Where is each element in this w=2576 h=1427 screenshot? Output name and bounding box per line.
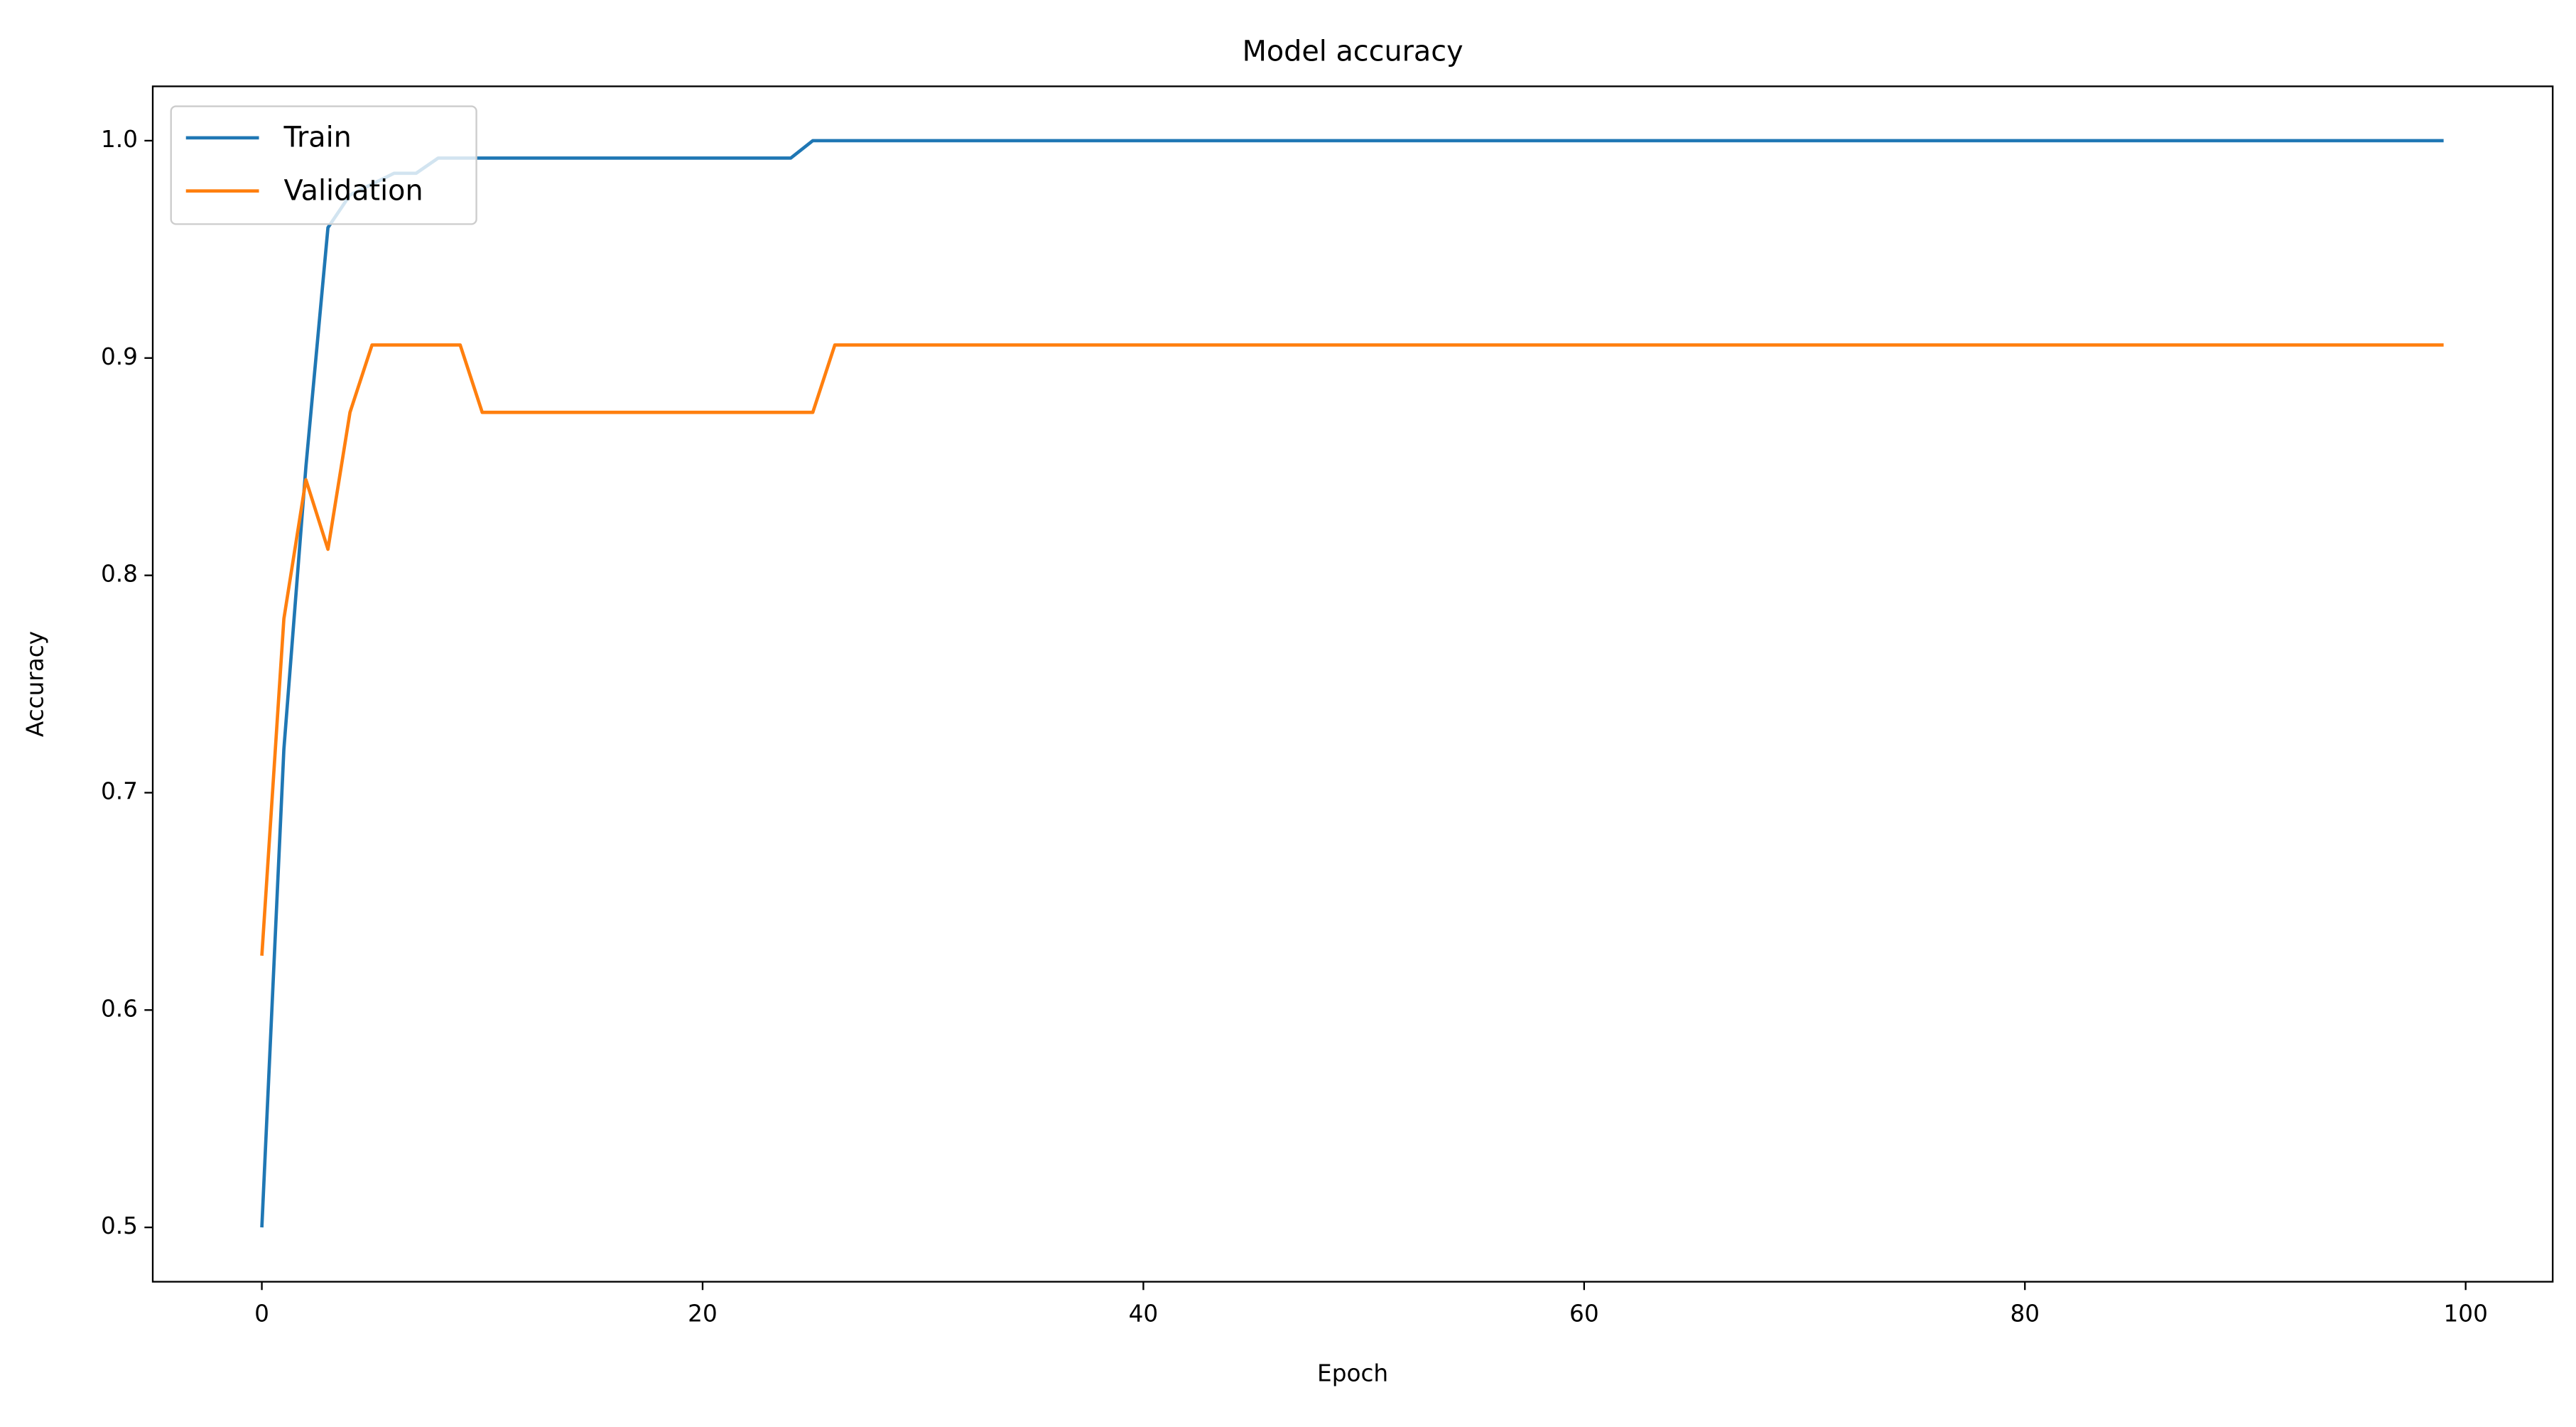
- chart-title: Model accuracy: [1243, 35, 1463, 68]
- y-tick-label: 0.9: [101, 343, 138, 370]
- y-tick-label: 1.0: [101, 126, 138, 153]
- line: [260, 139, 2444, 1228]
- x-axis-label: Epoch: [1317, 1359, 1388, 1386]
- legend-label: Validation: [284, 175, 423, 208]
- x-tick-label: 80: [2010, 1300, 2040, 1327]
- legend-box: [170, 105, 477, 225]
- y-axis-label: Accuracy: [21, 631, 48, 737]
- y-tick-label: 0.6: [101, 995, 138, 1022]
- x-tick-label: 100: [2443, 1300, 2487, 1327]
- x-tick-label: 20: [688, 1300, 718, 1327]
- y-tick-label: 0.7: [101, 777, 138, 804]
- line: [260, 343, 2444, 956]
- y-tick-label: 0.8: [101, 561, 138, 588]
- legend-label: Train: [283, 122, 352, 154]
- x-tick-label: 60: [1569, 1300, 1599, 1327]
- y-tick-label: 0.5: [101, 1212, 138, 1239]
- x-tick-label: 40: [1129, 1300, 1159, 1327]
- x-tick-label: 0: [254, 1300, 269, 1327]
- axes-frame: [151, 85, 2554, 1283]
